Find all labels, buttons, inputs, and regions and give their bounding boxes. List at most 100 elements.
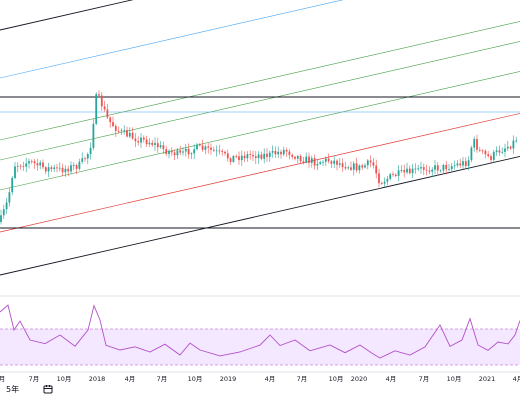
candle-body xyxy=(39,162,42,166)
candle-body xyxy=(260,154,263,159)
candle-body xyxy=(162,145,165,150)
candle-body xyxy=(78,161,81,169)
candlesticks xyxy=(0,90,518,225)
candle-body xyxy=(456,163,459,166)
candle-body xyxy=(422,167,425,170)
x-tick-label: 2018 xyxy=(89,375,106,383)
candle-body xyxy=(414,168,417,170)
channel-line xyxy=(0,71,520,191)
candle-body xyxy=(436,165,439,171)
candle-body xyxy=(254,156,257,159)
candle-body xyxy=(151,142,154,145)
x-tick-label: 7月 xyxy=(157,375,168,383)
candle-body xyxy=(434,165,436,170)
channel-line xyxy=(0,156,520,276)
candle-body xyxy=(210,147,212,150)
candle-body xyxy=(462,161,464,166)
x-tick-label: 2019 xyxy=(220,375,237,383)
x-tick-label: 10月 xyxy=(447,375,462,383)
x-tick-label: 7月 xyxy=(297,375,308,383)
candle-body xyxy=(266,153,268,157)
candle-body xyxy=(70,165,72,172)
candle-body xyxy=(184,148,187,152)
candle-body xyxy=(344,167,347,169)
calendar-icon[interactable] xyxy=(43,385,53,394)
candle-body xyxy=(86,154,89,159)
candle-body xyxy=(501,151,504,153)
candle-body xyxy=(36,163,39,166)
main-price-pane[interactable] xyxy=(0,0,520,276)
candle-body xyxy=(274,150,277,155)
candle-body xyxy=(142,137,145,140)
candle-body xyxy=(226,153,229,159)
candle-body xyxy=(187,148,190,155)
candle-body xyxy=(221,150,224,152)
candle-body xyxy=(268,152,271,157)
candle-body xyxy=(299,156,302,162)
candle-body xyxy=(310,158,313,163)
candle-body xyxy=(476,139,478,150)
candle-body xyxy=(137,141,140,143)
candle-body xyxy=(72,165,75,166)
candle-body xyxy=(42,162,44,168)
candle-body xyxy=(8,192,11,203)
candle-body xyxy=(336,160,338,165)
candle-body xyxy=(182,151,184,153)
candle-body xyxy=(235,156,238,157)
candle-body xyxy=(308,156,310,163)
candle-body xyxy=(240,155,243,161)
candle-body xyxy=(394,174,397,176)
candle-body xyxy=(347,167,350,169)
candle-body xyxy=(257,154,260,159)
candle-body xyxy=(28,161,30,164)
candle-body xyxy=(442,164,445,171)
candle-body xyxy=(350,167,352,170)
candle-body xyxy=(464,161,467,167)
candle-body xyxy=(117,131,120,132)
channel-line xyxy=(0,0,134,31)
candle-body xyxy=(417,168,420,170)
candle-body xyxy=(282,149,285,155)
candle-body xyxy=(84,158,86,160)
oscillator-band xyxy=(0,329,520,365)
candle-body xyxy=(327,158,330,162)
regression-channel-lines xyxy=(0,0,520,276)
candle-body xyxy=(81,158,84,162)
candle-body xyxy=(100,95,103,107)
candle-body xyxy=(333,160,336,164)
candle-body xyxy=(148,142,151,145)
candle-body xyxy=(400,170,403,171)
candle-body xyxy=(44,167,47,172)
candle-body xyxy=(358,165,361,171)
candle-body xyxy=(504,148,506,152)
candle-body xyxy=(30,161,33,162)
candle-body xyxy=(204,146,207,150)
channel-line xyxy=(0,113,520,233)
candle-body xyxy=(212,149,215,151)
channel-line xyxy=(0,21,520,141)
candle-body xyxy=(397,170,400,176)
candle-body xyxy=(515,140,518,142)
candle-body xyxy=(445,164,448,170)
candle-body xyxy=(439,170,442,172)
candle-body xyxy=(277,151,280,155)
candle-body xyxy=(403,170,406,173)
x-tick-label: 4月 xyxy=(386,375,397,383)
candle-body xyxy=(103,106,106,110)
candle-body xyxy=(338,163,341,165)
candle-body xyxy=(75,165,78,169)
candle-body xyxy=(280,151,282,155)
candle-body xyxy=(134,138,137,142)
time-axis[interactable]: 月 7月 10月 2018 4月 7月 10月 2019 4月 7月 10月 2020 4月 7月 10月 2… xyxy=(0,375,520,383)
candle-body xyxy=(380,183,383,184)
candle-body xyxy=(361,165,364,168)
candle-body xyxy=(478,149,481,151)
oscillator-pane[interactable] xyxy=(0,304,520,366)
candle-body xyxy=(316,163,319,166)
candle-body xyxy=(0,215,2,222)
candle-body xyxy=(179,150,182,153)
candle-body xyxy=(109,117,112,123)
timeframe-label[interactable]: 5年 xyxy=(6,384,19,394)
